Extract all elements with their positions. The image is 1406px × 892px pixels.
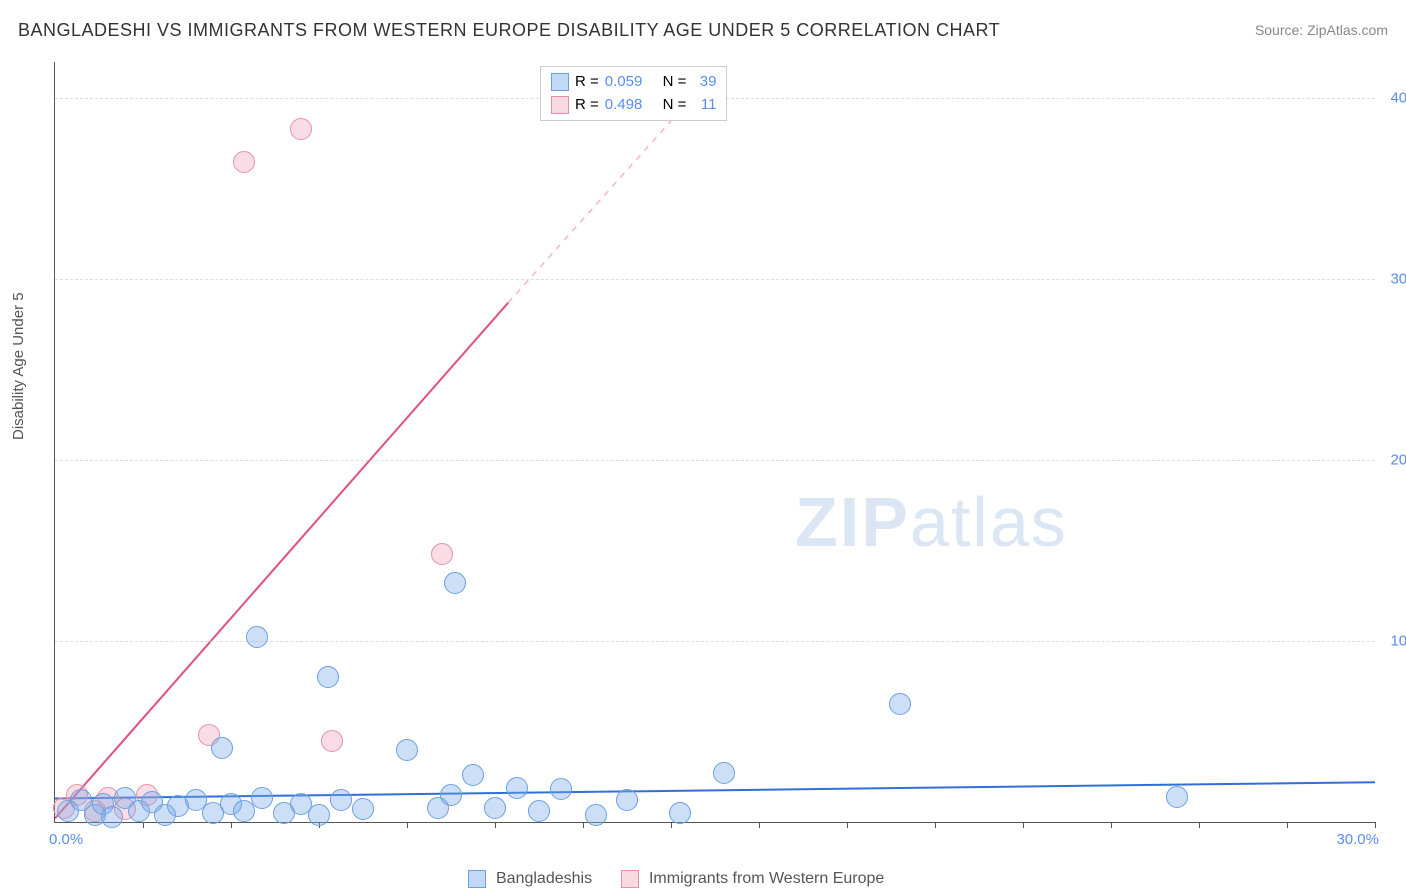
data-point	[484, 797, 506, 819]
data-point	[616, 789, 638, 811]
data-point	[233, 151, 255, 173]
data-point	[528, 800, 550, 822]
r-label: R =	[575, 94, 599, 117]
data-point	[550, 778, 572, 800]
watermark-zip: ZIP	[795, 483, 910, 561]
data-point	[506, 777, 528, 799]
source-label: Source: ZipAtlas.com	[1255, 22, 1388, 38]
chart-title: BANGLADESHI VS IMMIGRANTS FROM WESTERN E…	[18, 20, 1000, 41]
x-tick-mark	[583, 822, 584, 828]
x-tick-mark	[1199, 822, 1200, 828]
x-tick-mark	[1375, 822, 1376, 828]
data-point	[396, 739, 418, 761]
x-tick-mark	[935, 822, 936, 828]
data-point	[101, 806, 123, 828]
data-point	[1166, 786, 1188, 808]
data-point	[462, 764, 484, 786]
data-point	[444, 572, 466, 594]
data-point	[308, 804, 330, 826]
y-tick-label: 30.0%	[1390, 271, 1406, 288]
stats-row-blue: R = 0.059 N = 39	[551, 71, 716, 94]
plot-area: ZIPatlas 0.0% 30.0% 10.0%20.0%30.0%40.0%	[54, 62, 1375, 823]
legend-pink-label: Immigrants from Western Europe	[649, 870, 884, 888]
data-point	[317, 666, 339, 688]
data-point	[713, 762, 735, 784]
data-point	[431, 543, 453, 565]
data-point	[246, 626, 268, 648]
blue-swatch-icon	[468, 870, 486, 888]
legend-blue-label: Bangladeshis	[496, 870, 592, 888]
x-tick-mark	[1111, 822, 1112, 828]
x-origin-label: 0.0%	[49, 831, 83, 848]
watermark: ZIPatlas	[795, 482, 1068, 562]
r-label: R =	[575, 71, 599, 94]
blue-swatch-icon	[551, 73, 569, 91]
y-tick-label: 20.0%	[1390, 452, 1406, 469]
y-tick-label: 40.0%	[1390, 90, 1406, 107]
gridline	[55, 279, 1375, 280]
data-point	[889, 693, 911, 715]
x-tick-mark	[231, 822, 232, 828]
pink-swatch-icon	[551, 96, 569, 114]
x-tick-mark	[495, 822, 496, 828]
x-max-label: 30.0%	[1336, 831, 1379, 848]
data-point	[251, 787, 273, 809]
data-point	[330, 789, 352, 811]
x-tick-mark	[759, 822, 760, 828]
y-axis-label: Disability Age Under 5	[10, 292, 27, 440]
pink-swatch-icon	[621, 870, 639, 888]
y-tick-label: 10.0%	[1390, 633, 1406, 650]
x-tick-mark	[407, 822, 408, 828]
data-point	[440, 784, 462, 806]
x-tick-mark	[1287, 822, 1288, 828]
n-label: N =	[663, 71, 687, 94]
pink-r-value: 0.498	[605, 94, 643, 117]
data-point	[669, 802, 691, 824]
data-point	[211, 737, 233, 759]
series-legend: Bangladeshis Immigrants from Western Eur…	[468, 870, 884, 888]
x-tick-mark	[143, 822, 144, 828]
data-point	[290, 118, 312, 140]
blue-r-value: 0.059	[605, 71, 643, 94]
data-point	[321, 730, 343, 752]
n-label: N =	[663, 94, 687, 117]
data-point	[352, 798, 374, 820]
gridline	[55, 460, 1375, 461]
chart-container: BANGLADESHI VS IMMIGRANTS FROM WESTERN E…	[0, 0, 1406, 892]
x-tick-mark	[847, 822, 848, 828]
blue-n-value: 39	[692, 71, 716, 94]
stats-row-pink: R = 0.498 N = 11	[551, 94, 716, 117]
trend-lines	[55, 62, 1375, 822]
x-tick-mark	[671, 822, 672, 828]
x-tick-mark	[1023, 822, 1024, 828]
pink-n-value: 11	[692, 94, 716, 117]
watermark-atlas: atlas	[910, 483, 1068, 561]
stats-legend: R = 0.059 N = 39 R = 0.498 N = 11	[540, 66, 727, 121]
data-point	[585, 804, 607, 826]
